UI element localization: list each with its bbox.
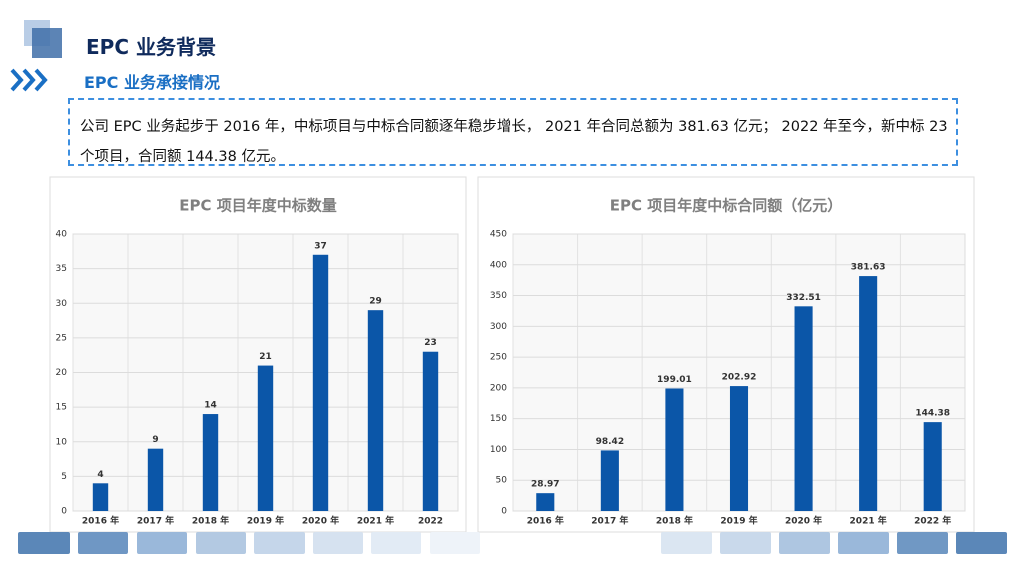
y-tick-label: 10 (56, 437, 68, 447)
data-label: 98.42 (596, 437, 624, 447)
bar (923, 422, 942, 511)
data-label: 29 (369, 297, 382, 307)
y-tick-label: 30 (56, 299, 68, 309)
x-tick-label: 2019 年 (720, 515, 757, 527)
x-tick-label: 2020 年 (302, 515, 339, 527)
bar (859, 276, 878, 511)
bar (202, 414, 219, 511)
data-label: 4 (97, 470, 103, 480)
data-label: 332.51 (786, 293, 821, 303)
y-tick-label: 15 (56, 403, 67, 413)
y-tick-label: 20 (56, 368, 68, 378)
x-tick-label: 2020 年 (785, 515, 822, 527)
x-tick-label: 2018 年 (656, 515, 693, 527)
bar (665, 388, 684, 511)
x-tick-label: 2021 年 (357, 515, 394, 527)
chart-title: EPC 项目年度中标数量 (179, 197, 336, 215)
icon (32, 28, 62, 58)
y-tick-label: 0 (501, 507, 507, 517)
x-tick-label: 2021 年 (850, 515, 887, 527)
y-tick-label: 50 (496, 476, 508, 486)
data-label: 23 (424, 338, 437, 348)
y-tick-label: 25 (56, 333, 67, 343)
bar (257, 365, 274, 511)
data-label: 14 (204, 401, 217, 411)
y-tick-label: 100 (490, 445, 507, 455)
bar (422, 351, 439, 511)
bar (600, 450, 619, 511)
y-tick-label: 200 (490, 383, 507, 393)
y-tick-label: 400 (490, 260, 507, 270)
y-tick-label: 35 (56, 264, 67, 274)
y-tick-label: 0 (61, 507, 67, 517)
bar (312, 254, 329, 511)
bar (536, 493, 555, 511)
x-tick-label: 2017 年 (591, 515, 628, 527)
data-label: 381.63 (851, 263, 886, 273)
bar (92, 483, 109, 511)
data-label: 199.01 (657, 375, 692, 385)
x-tick-label: 2016 年 (527, 515, 564, 527)
data-label: 37 (314, 241, 327, 251)
bar (729, 386, 749, 511)
data-label: 144.38 (915, 409, 950, 419)
x-tick-label: 2017 年 (137, 515, 174, 527)
data-label: 202.92 (722, 373, 757, 383)
section-title: EPC 业务承接情况 (84, 73, 220, 92)
summary: 公司 EPC 业务起步于 2016 年，中标项目与中标合同额逐年稳步增长， 20… (68, 98, 958, 166)
x-tick-label: 2018 年 (192, 515, 229, 527)
y-tick-label: 40 (56, 230, 68, 240)
y-tick-label: 250 (490, 353, 507, 363)
bar (794, 306, 813, 511)
y-tick-label: 300 (490, 322, 507, 332)
bar (147, 448, 164, 511)
y-tick-label: 150 (490, 414, 507, 424)
x-tick-label: 2022 (418, 517, 443, 527)
arrows (10, 68, 48, 92)
data-label: 9 (152, 435, 158, 445)
y-tick-label: 450 (490, 230, 507, 240)
y-tick-label: 5 (61, 472, 67, 482)
bar (367, 310, 384, 511)
footer-blocks (18, 532, 1007, 554)
data-label: 28.97 (531, 480, 559, 490)
page-title: EPC 业务背景 (86, 35, 216, 59)
y-tick-label: 350 (490, 291, 507, 301)
x-tick-label: 2019 年 (247, 515, 284, 527)
chart-title: EPC 项目年度中标合同额（亿元） (610, 197, 842, 215)
x-tick-label: 2022 年 (914, 515, 951, 527)
x-tick-label: 2016 年 (82, 515, 119, 527)
data-label: 21 (259, 352, 272, 362)
